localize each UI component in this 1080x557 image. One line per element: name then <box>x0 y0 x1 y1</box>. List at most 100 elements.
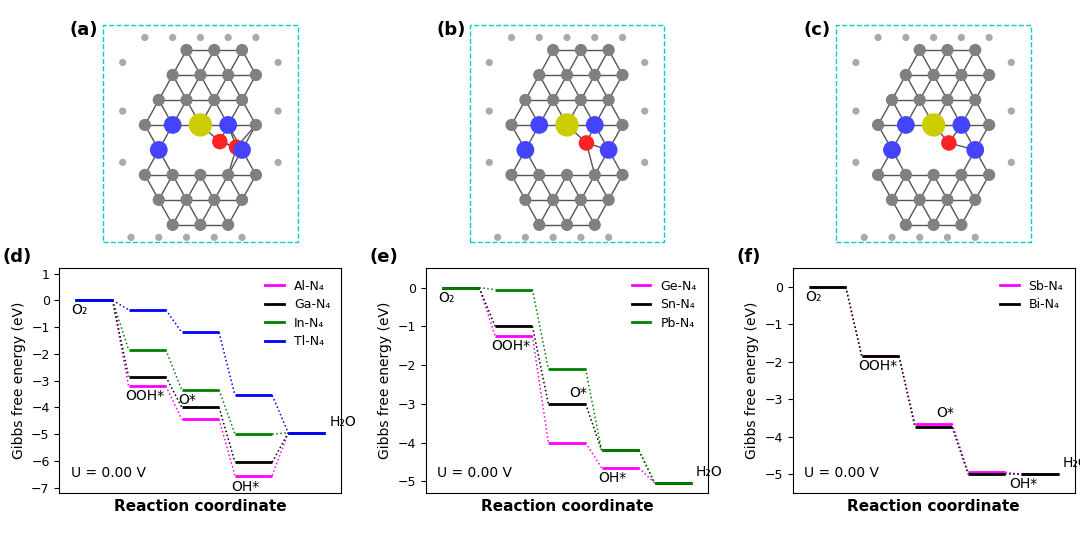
Text: (f): (f) <box>737 248 760 266</box>
Circle shape <box>958 34 964 41</box>
Circle shape <box>534 219 545 231</box>
Text: U = 0.00 V: U = 0.00 V <box>70 466 146 480</box>
Circle shape <box>253 34 259 41</box>
Circle shape <box>164 116 181 134</box>
Circle shape <box>941 135 957 151</box>
Circle shape <box>886 194 899 206</box>
Circle shape <box>494 234 501 241</box>
Circle shape <box>883 141 901 159</box>
Circle shape <box>642 59 648 66</box>
Circle shape <box>119 59 126 66</box>
Circle shape <box>211 234 218 241</box>
Circle shape <box>900 69 912 81</box>
Circle shape <box>872 119 885 131</box>
Circle shape <box>983 169 995 181</box>
Circle shape <box>208 44 220 56</box>
Circle shape <box>579 135 594 151</box>
Circle shape <box>152 94 165 106</box>
Circle shape <box>249 169 262 181</box>
Circle shape <box>589 69 600 81</box>
Text: OH*: OH* <box>598 471 626 485</box>
Circle shape <box>875 34 881 41</box>
Circle shape <box>180 194 192 206</box>
Circle shape <box>180 44 192 56</box>
Circle shape <box>969 94 982 106</box>
Circle shape <box>575 94 588 106</box>
Circle shape <box>564 34 570 41</box>
Circle shape <box>942 44 954 56</box>
Text: O₂: O₂ <box>71 303 87 317</box>
Circle shape <box>861 234 868 241</box>
Text: OOH*: OOH* <box>125 389 164 403</box>
Text: OH*: OH* <box>1009 477 1038 491</box>
Circle shape <box>222 219 234 231</box>
Circle shape <box>194 219 206 231</box>
Circle shape <box>505 119 517 131</box>
X-axis label: Reaction coordinate: Reaction coordinate <box>848 499 1020 514</box>
Circle shape <box>955 169 968 181</box>
Text: O₂: O₂ <box>438 291 455 305</box>
Circle shape <box>617 69 629 81</box>
Circle shape <box>617 119 629 131</box>
Circle shape <box>519 194 531 206</box>
Circle shape <box>852 59 860 66</box>
Text: (e): (e) <box>369 248 399 266</box>
Circle shape <box>119 108 126 115</box>
Circle shape <box>225 34 232 41</box>
Circle shape <box>235 94 248 106</box>
Circle shape <box>139 169 151 181</box>
Circle shape <box>235 44 248 56</box>
Circle shape <box>534 69 545 81</box>
Circle shape <box>141 34 148 41</box>
Circle shape <box>953 116 970 134</box>
Circle shape <box>222 69 234 81</box>
Circle shape <box>642 108 648 115</box>
Circle shape <box>1008 59 1015 66</box>
Y-axis label: Gibbs free energy (eV): Gibbs free energy (eV) <box>378 302 392 460</box>
Text: OOH*: OOH* <box>858 359 897 373</box>
Circle shape <box>170 34 176 41</box>
Circle shape <box>486 108 492 115</box>
Circle shape <box>249 69 262 81</box>
Text: H₂O: H₂O <box>1063 457 1080 471</box>
Text: O*: O* <box>569 386 588 400</box>
Circle shape <box>194 169 206 181</box>
Circle shape <box>575 194 588 206</box>
Circle shape <box>546 44 559 56</box>
Circle shape <box>603 94 615 106</box>
Circle shape <box>967 141 984 159</box>
Circle shape <box>617 169 629 181</box>
Circle shape <box>619 34 626 41</box>
Text: (d): (d) <box>3 248 32 266</box>
Circle shape <box>1008 108 1015 115</box>
Circle shape <box>852 159 860 166</box>
Circle shape <box>233 141 251 159</box>
Text: O₂: O₂ <box>805 290 821 304</box>
Circle shape <box>928 219 940 231</box>
Circle shape <box>119 159 126 166</box>
Circle shape <box>928 169 940 181</box>
Circle shape <box>486 159 492 166</box>
X-axis label: Reaction coordinate: Reaction coordinate <box>481 499 653 514</box>
Circle shape <box>575 44 588 56</box>
Circle shape <box>889 234 895 241</box>
Circle shape <box>589 219 600 231</box>
Circle shape <box>274 159 282 166</box>
Text: H₂O: H₂O <box>329 415 356 429</box>
Circle shape <box>914 94 926 106</box>
Circle shape <box>1008 159 1015 166</box>
Circle shape <box>900 219 912 231</box>
Circle shape <box>208 194 220 206</box>
Circle shape <box>519 94 531 106</box>
Circle shape <box>972 234 978 241</box>
Text: O*: O* <box>936 406 954 420</box>
Legend: Al-N₄, Ga-N₄, In-N₄, Tl-N₄: Al-N₄, Ga-N₄, In-N₄, Tl-N₄ <box>260 275 335 353</box>
Text: (b): (b) <box>436 21 465 39</box>
Circle shape <box>922 113 945 136</box>
Circle shape <box>239 234 245 241</box>
Circle shape <box>183 234 190 241</box>
Circle shape <box>603 194 615 206</box>
Circle shape <box>603 44 615 56</box>
X-axis label: Reaction coordinate: Reaction coordinate <box>114 499 286 514</box>
Circle shape <box>219 116 237 134</box>
